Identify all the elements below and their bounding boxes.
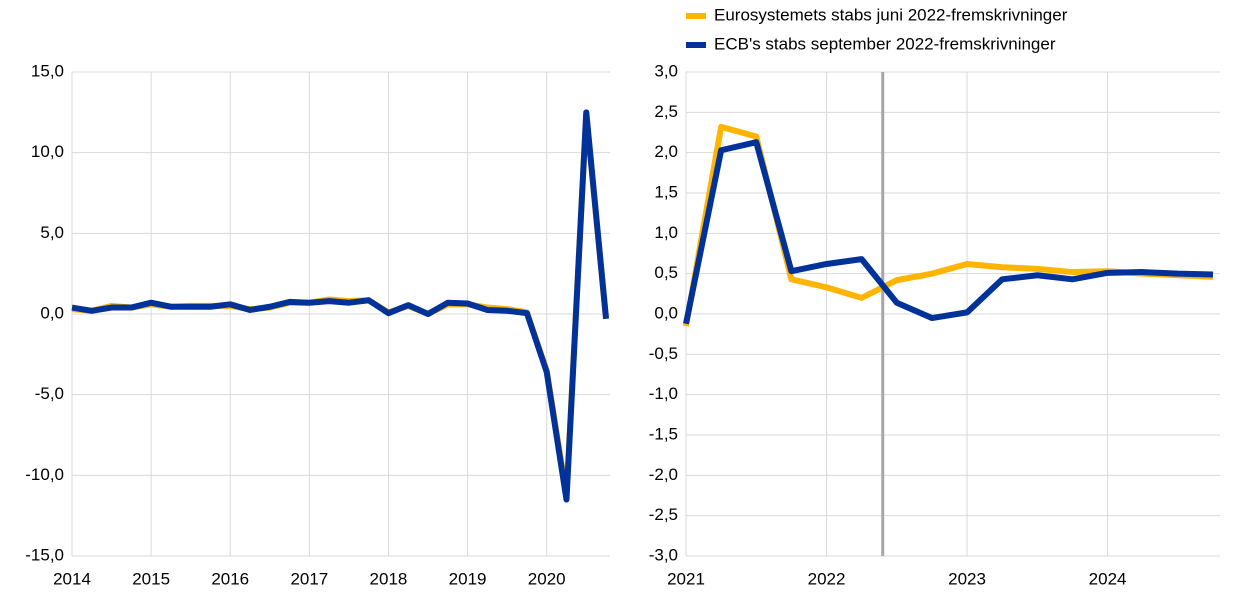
y-tick-label: 0,5: [654, 263, 678, 282]
x-tick-label: 2022: [808, 569, 846, 588]
x-tick-label: 2016: [211, 569, 249, 588]
y-tick-label: 15,0: [31, 61, 64, 80]
y-tick-label: 5,0: [40, 223, 64, 242]
y-tick-label: -1,0: [649, 384, 678, 403]
y-tick-label: 3,0: [654, 61, 678, 80]
y-tick-label: -2,0: [649, 465, 678, 484]
y-tick-label: 2,0: [654, 142, 678, 161]
y-tick-label: 1,0: [654, 223, 678, 242]
x-tick-label: 2017: [290, 569, 328, 588]
y-tick-label: -3,0: [649, 545, 678, 564]
y-tick-label: -10,0: [25, 465, 64, 484]
x-tick-label: 2019: [449, 569, 487, 588]
y-tick-label: -15,0: [25, 545, 64, 564]
y-tick-label: 10,0: [31, 142, 64, 161]
series-line: [683, 139, 1214, 325]
y-tick-label: -0,5: [649, 344, 678, 363]
y-tick-label: -2,5: [649, 505, 678, 524]
x-tick-label: 2024: [1089, 569, 1127, 588]
y-tick-label: 0,0: [40, 303, 64, 322]
y-tick-label: -1,5: [649, 424, 678, 443]
y-tick-label: 1,5: [654, 182, 678, 201]
x-tick-label: 2015: [132, 569, 170, 588]
x-tick-label: 2014: [53, 569, 91, 588]
y-tick-label: -5,0: [35, 384, 64, 403]
x-tick-label: 2018: [370, 569, 408, 588]
y-tick-label: 2,5: [654, 102, 678, 121]
x-tick-label: 2021: [667, 569, 705, 588]
series-line: [683, 123, 1214, 327]
x-tick-label: 2023: [948, 569, 986, 588]
legend-label: Eurosystemets stabs juni 2022-fremskrivn…: [714, 5, 1068, 24]
series-line: [71, 109, 610, 503]
legend-label: ECB's stabs september 2022-fremskrivning…: [714, 34, 1056, 53]
y-tick-label: 0,0: [654, 303, 678, 322]
x-tick-label: 2020: [528, 569, 566, 588]
